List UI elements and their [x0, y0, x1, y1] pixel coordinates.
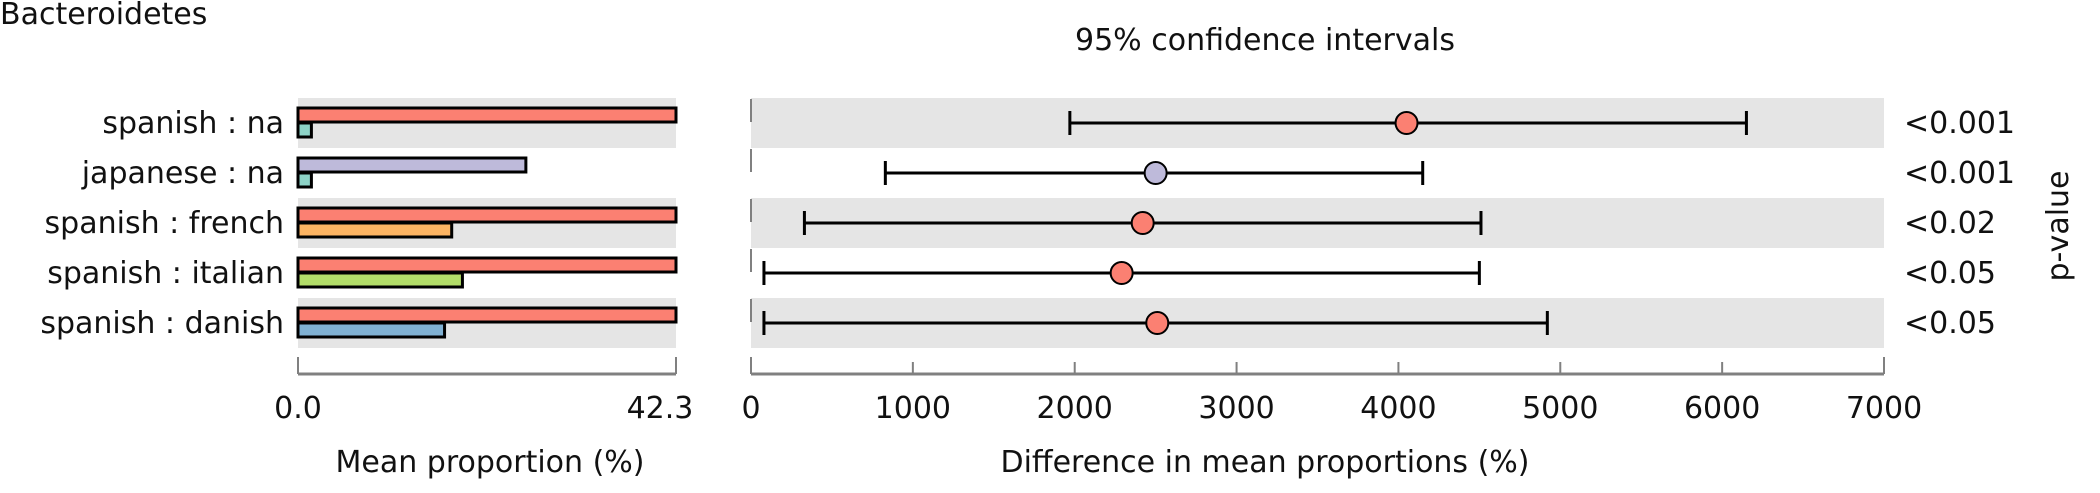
- chart-title-bacteroidetes: Bacteroidetes: [0, 0, 207, 32]
- ci-point: [1394, 111, 1419, 135]
- bar-na-0: [296, 121, 313, 139]
- mean-proportion-panel: spanish : na japanese : na spanish : frenc…: [40, 98, 693, 426]
- x-tick-label: 2000: [1037, 391, 1113, 426]
- bar-japanese-1: [296, 156, 528, 174]
- x-tick-label: 0: [741, 391, 760, 426]
- x-axis-label-difference: Difference in mean proportions (%): [1000, 445, 1529, 480]
- ci-point: [1130, 211, 1155, 235]
- row-label: spanish : italian: [47, 256, 284, 291]
- row-label: japanese : na: [81, 156, 284, 191]
- x-tick-label: 4000: [1360, 391, 1436, 426]
- p-value-axis-label: p-value: [2041, 170, 2076, 281]
- bar-spanish-4: [296, 306, 678, 324]
- ci-point: [1109, 261, 1134, 285]
- row-label: spanish : french: [45, 206, 284, 241]
- bar-french-2: [296, 221, 454, 239]
- confidence-interval-panel: <0.001 <0.001 <0.02 <0.05 <0.05 0 1000 2000 3000…: [741, 98, 2015, 426]
- x-axis-label-mean-proportion: Mean proportion (%): [336, 445, 645, 480]
- bar-spanish-0: [296, 106, 678, 124]
- p-value-text: <0.05: [1904, 306, 1996, 341]
- x-tick-label: 3000: [1198, 391, 1274, 426]
- x-tick-label: 7000: [1846, 391, 1922, 426]
- x-tick-label: 5000: [1522, 391, 1598, 426]
- p-value-text: <0.001: [1904, 156, 2015, 191]
- p-value-text: <0.02: [1904, 206, 1996, 241]
- x-tick-label: 0.0: [274, 391, 322, 426]
- bar-italian-3: [296, 271, 464, 289]
- bar-danish-4: [296, 321, 447, 339]
- row-label: spanish : danish: [40, 306, 284, 341]
- ci-point: [1145, 311, 1170, 335]
- chart-title-confidence-intervals: 95% confidence intervals: [1075, 23, 1455, 58]
- ci-point: [1143, 161, 1168, 185]
- x-tick-label: 42.3: [627, 391, 694, 426]
- row-label: spanish : na: [102, 106, 284, 141]
- x-tick-label: 6000: [1684, 391, 1760, 426]
- bar-spanish-2: [296, 206, 678, 224]
- bar-na-1: [296, 171, 313, 189]
- p-value-text: <0.001: [1904, 106, 2015, 141]
- bar-spanish-3: [296, 256, 678, 274]
- p-value-text: <0.05: [1904, 256, 1996, 291]
- x-tick-label: 1000: [875, 391, 951, 426]
